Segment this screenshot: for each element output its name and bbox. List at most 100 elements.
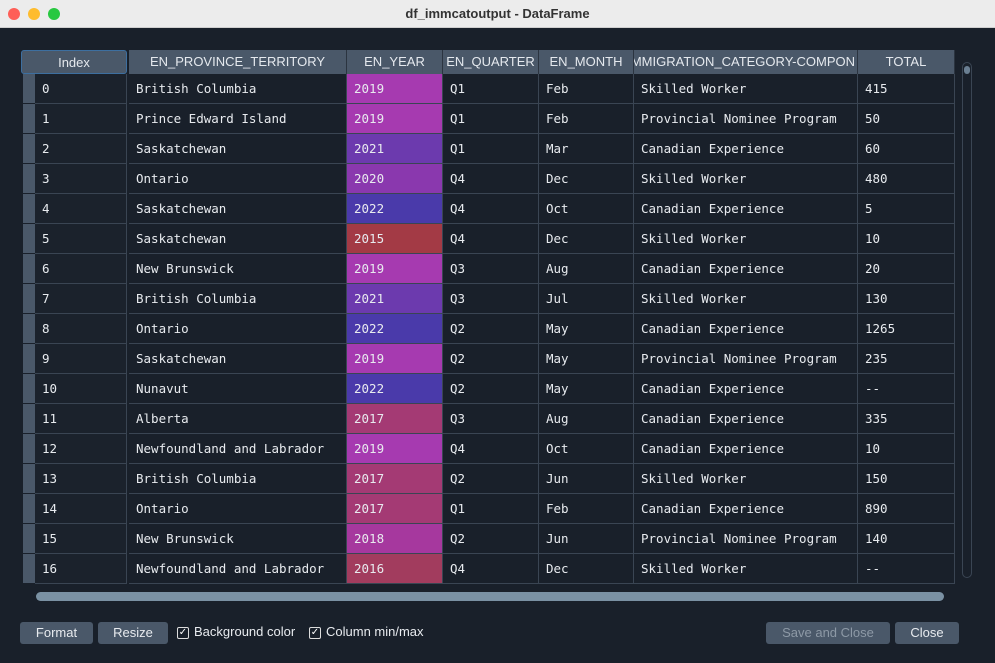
table-cell[interactable]: 5 bbox=[858, 194, 955, 224]
table-cell[interactable]: May bbox=[539, 314, 634, 344]
table-cell[interactable]: Canadian Experience bbox=[634, 434, 858, 464]
table-cell[interactable]: May bbox=[539, 344, 634, 374]
row-handle[interactable] bbox=[23, 284, 35, 313]
table-cell[interactable]: 2022 bbox=[347, 314, 443, 344]
row-handle[interactable] bbox=[23, 464, 35, 493]
table-cell[interactable]: Canadian Experience bbox=[634, 314, 858, 344]
table-cell[interactable]: 20 bbox=[858, 254, 955, 284]
table-cell[interactable]: Q1 bbox=[443, 134, 539, 164]
table-cell[interactable]: Dec bbox=[539, 554, 634, 584]
table-cell[interactable]: 130 bbox=[858, 284, 955, 314]
table-cell[interactable]: Ontario bbox=[129, 314, 347, 344]
table-cell[interactable]: 235 bbox=[858, 344, 955, 374]
column-header[interactable]: EN_YEAR bbox=[347, 50, 443, 74]
table-cell[interactable]: Saskatchewan bbox=[129, 224, 347, 254]
column-header[interactable]: EN_QUARTER bbox=[443, 50, 539, 74]
row-handle[interactable] bbox=[23, 164, 35, 193]
column-header[interactable]: TOTAL bbox=[858, 50, 955, 74]
column-minmax-checkbox[interactable]: ✓ bbox=[309, 627, 321, 639]
table-cell[interactable]: Q1 bbox=[443, 74, 539, 104]
row-handle[interactable] bbox=[23, 134, 35, 163]
row-handle[interactable] bbox=[23, 344, 35, 373]
table-cell[interactable]: 2019 bbox=[347, 434, 443, 464]
table-cell[interactable]: Q2 bbox=[443, 314, 539, 344]
table-cell[interactable]: British Columbia bbox=[129, 284, 347, 314]
table-cell[interactable]: 140 bbox=[858, 524, 955, 554]
table-cell[interactable]: Q3 bbox=[443, 404, 539, 434]
table-cell[interactable]: New Brunswick bbox=[129, 524, 347, 554]
table-cell[interactable]: 10 bbox=[858, 434, 955, 464]
table-cell[interactable]: Q2 bbox=[443, 374, 539, 404]
table-cell[interactable]: Feb bbox=[539, 494, 634, 524]
table-cell[interactable]: British Columbia bbox=[129, 464, 347, 494]
table-cell[interactable]: 150 bbox=[858, 464, 955, 494]
table-cell[interactable]: Dec bbox=[539, 164, 634, 194]
table-cell[interactable]: Canadian Experience bbox=[634, 254, 858, 284]
row-handle[interactable] bbox=[23, 74, 35, 103]
vertical-scrollbar[interactable] bbox=[962, 62, 972, 578]
row-handle[interactable] bbox=[23, 554, 35, 583]
table-cell[interactable]: Jun bbox=[539, 524, 634, 554]
table-cell[interactable]: 2017 bbox=[347, 404, 443, 434]
table-cell[interactable]: 2022 bbox=[347, 374, 443, 404]
table-cell[interactable]: New Brunswick bbox=[129, 254, 347, 284]
table-cell[interactable]: Q2 bbox=[443, 524, 539, 554]
table-cell[interactable]: 2019 bbox=[347, 254, 443, 284]
table-cell[interactable]: Q4 bbox=[443, 554, 539, 584]
row-handle[interactable] bbox=[23, 194, 35, 223]
row-handle[interactable] bbox=[23, 224, 35, 253]
table-cell[interactable]: Nunavut bbox=[129, 374, 347, 404]
table-cell[interactable]: Provincial Nominee Program bbox=[634, 524, 858, 554]
minimize-window-icon[interactable] bbox=[28, 8, 40, 20]
table-cell[interactable]: Provincial Nominee Program bbox=[634, 104, 858, 134]
column-header[interactable]: IMMIGRATION_CATEGORY-COMPON bbox=[634, 50, 858, 74]
save-and-close-button[interactable]: Save and Close bbox=[766, 622, 890, 644]
table-cell[interactable]: Canadian Experience bbox=[634, 374, 858, 404]
table-cell[interactable]: 415 bbox=[858, 74, 955, 104]
table-cell[interactable]: Saskatchewan bbox=[129, 344, 347, 374]
table-cell[interactable]: Dec bbox=[539, 224, 634, 254]
table-cell[interactable]: 890 bbox=[858, 494, 955, 524]
table-cell[interactable]: 2015 bbox=[347, 224, 443, 254]
close-button[interactable]: Close bbox=[895, 622, 959, 644]
table-cell[interactable]: Feb bbox=[539, 104, 634, 134]
row-handle[interactable] bbox=[23, 254, 35, 283]
table-cell[interactable]: Canadian Experience bbox=[634, 494, 858, 524]
column-header[interactable]: EN_PROVINCE_TERRITORY bbox=[129, 50, 347, 74]
table-cell[interactable]: Newfoundland and Labrador bbox=[129, 434, 347, 464]
table-cell[interactable]: Q4 bbox=[443, 164, 539, 194]
table-cell[interactable]: Skilled Worker bbox=[634, 554, 858, 584]
table-cell[interactable]: 2019 bbox=[347, 104, 443, 134]
table-cell[interactable]: 2017 bbox=[347, 494, 443, 524]
table-cell[interactable]: Canadian Experience bbox=[634, 194, 858, 224]
row-handle[interactable] bbox=[23, 374, 35, 403]
table-cell[interactable]: Skilled Worker bbox=[634, 284, 858, 314]
table-cell[interactable]: Skilled Worker bbox=[634, 224, 858, 254]
table-cell[interactable]: Alberta bbox=[129, 404, 347, 434]
scroll-thumb[interactable] bbox=[964, 66, 970, 74]
table-cell[interactable]: Q3 bbox=[443, 284, 539, 314]
table-cell[interactable]: Ontario bbox=[129, 164, 347, 194]
maximize-window-icon[interactable] bbox=[48, 8, 60, 20]
table-cell[interactable]: 2018 bbox=[347, 524, 443, 554]
table-cell[interactable]: Q1 bbox=[443, 104, 539, 134]
table-cell[interactable]: Canadian Experience bbox=[634, 134, 858, 164]
table-cell[interactable]: Skilled Worker bbox=[634, 464, 858, 494]
table-cell[interactable]: Prince Edward Island bbox=[129, 104, 347, 134]
row-handle[interactable] bbox=[23, 314, 35, 343]
table-cell[interactable]: Q2 bbox=[443, 464, 539, 494]
table-cell[interactable]: 2020 bbox=[347, 164, 443, 194]
table-cell[interactable]: 2022 bbox=[347, 194, 443, 224]
table-cell[interactable]: 480 bbox=[858, 164, 955, 194]
table-cell[interactable]: Aug bbox=[539, 404, 634, 434]
table-cell[interactable]: 2019 bbox=[347, 344, 443, 374]
table-cell[interactable]: Saskatchewan bbox=[129, 194, 347, 224]
table-cell[interactable]: Provincial Nominee Program bbox=[634, 344, 858, 374]
table-cell[interactable]: Jul bbox=[539, 284, 634, 314]
table-cell[interactable]: Oct bbox=[539, 194, 634, 224]
table-cell[interactable]: Newfoundland and Labrador bbox=[129, 554, 347, 584]
table-cell[interactable]: 335 bbox=[858, 404, 955, 434]
table-cell[interactable]: 1265 bbox=[858, 314, 955, 344]
format-button[interactable]: Format bbox=[20, 622, 93, 644]
table-cell[interactable]: 2017 bbox=[347, 464, 443, 494]
